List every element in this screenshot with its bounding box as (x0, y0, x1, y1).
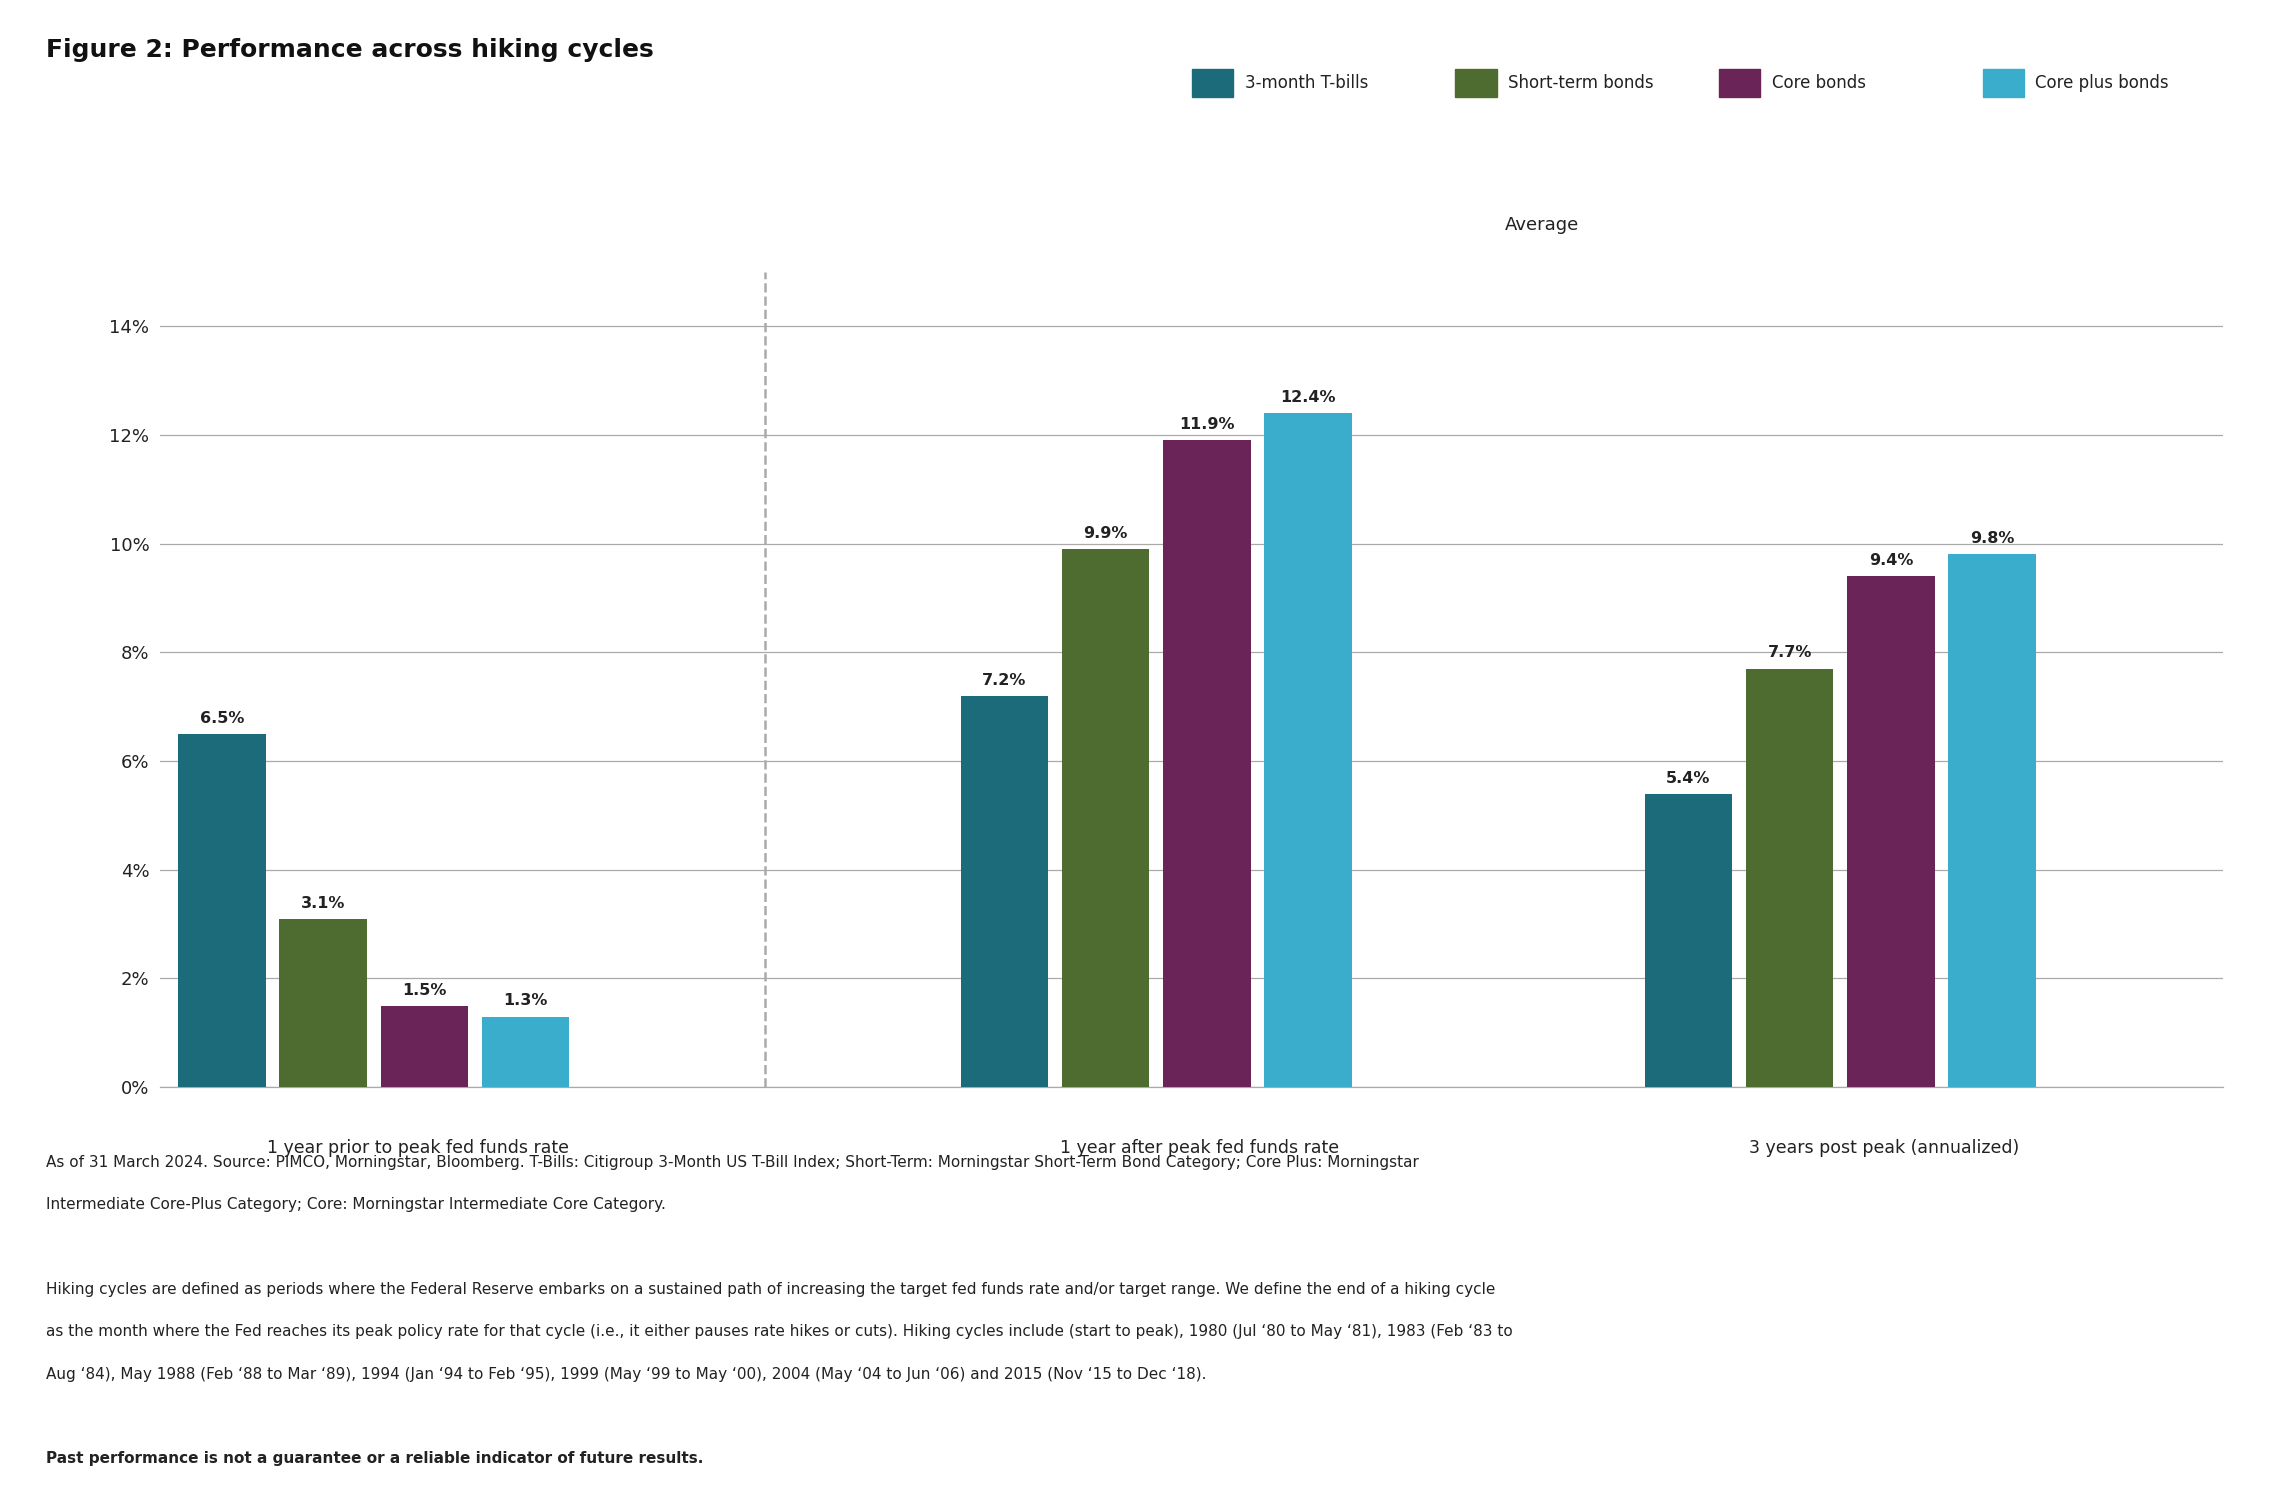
Text: 3 years post peak (annualized): 3 years post peak (annualized) (1749, 1139, 2019, 1157)
Text: Hiking cycles are defined as periods where the Federal Reserve embarks on a sust: Hiking cycles are defined as periods whe… (46, 1282, 1494, 1297)
Text: 6.5%: 6.5% (199, 711, 245, 726)
Bar (1948, 554, 2035, 1087)
Bar (380, 1006, 468, 1087)
Text: Average: Average (1506, 216, 1579, 234)
Text: Aug ‘84), May 1988 (Feb ‘88 to Mar ‘89), 1994 (Jan ‘94 to Feb ‘95), 1999 (May ‘9: Aug ‘84), May 1988 (Feb ‘88 to Mar ‘89),… (46, 1367, 1206, 1382)
Bar (1747, 669, 1834, 1087)
Bar (1847, 577, 1934, 1087)
Text: 7.7%: 7.7% (1767, 645, 1811, 660)
Text: Intermediate Core-Plus Category; Core: Morningstar Intermediate Core Category.: Intermediate Core-Plus Category; Core: M… (46, 1197, 665, 1213)
Text: 9.8%: 9.8% (1969, 532, 2015, 547)
Text: 12.4%: 12.4% (1281, 390, 1336, 405)
Bar (1061, 550, 1148, 1087)
Text: 11.9%: 11.9% (1178, 417, 1235, 432)
Text: 1.3%: 1.3% (504, 994, 548, 1009)
Bar (1646, 794, 1733, 1087)
Bar (179, 734, 266, 1087)
Text: 1 year after peak fed funds rate: 1 year after peak fed funds rate (1061, 1139, 1339, 1157)
Text: 9.9%: 9.9% (1084, 525, 1128, 541)
Bar (1265, 414, 1352, 1087)
Text: Core plus bonds: Core plus bonds (2035, 74, 2168, 92)
Text: Short-term bonds: Short-term bonds (1508, 74, 1655, 92)
Text: 3-month T-bills: 3-month T-bills (1245, 74, 1368, 92)
Text: as the month where the Fed reaches its peak policy rate for that cycle (i.e., it: as the month where the Fed reaches its p… (46, 1324, 1513, 1339)
Bar (481, 1016, 568, 1087)
Bar (1162, 441, 1251, 1087)
Text: 9.4%: 9.4% (1868, 553, 1914, 568)
Text: 1 year prior to peak fed funds rate: 1 year prior to peak fed funds rate (266, 1139, 568, 1157)
Text: Past performance is not a guarantee or a reliable indicator of future results.: Past performance is not a guarantee or a… (46, 1451, 704, 1466)
Text: 1.5%: 1.5% (403, 983, 447, 998)
Text: 3.1%: 3.1% (300, 895, 346, 911)
Text: Figure 2: Performance across hiking cycles: Figure 2: Performance across hiking cycl… (46, 38, 653, 62)
Text: 5.4%: 5.4% (1666, 770, 1710, 785)
Bar (960, 696, 1047, 1087)
Text: As of 31 March 2024. Source: PIMCO, Morningstar, Bloomberg. T-Bills: Citigroup 3: As of 31 March 2024. Source: PIMCO, Morn… (46, 1155, 1419, 1170)
Text: 7.2%: 7.2% (983, 672, 1027, 687)
Bar (280, 918, 367, 1087)
Text: Core bonds: Core bonds (1772, 74, 1866, 92)
